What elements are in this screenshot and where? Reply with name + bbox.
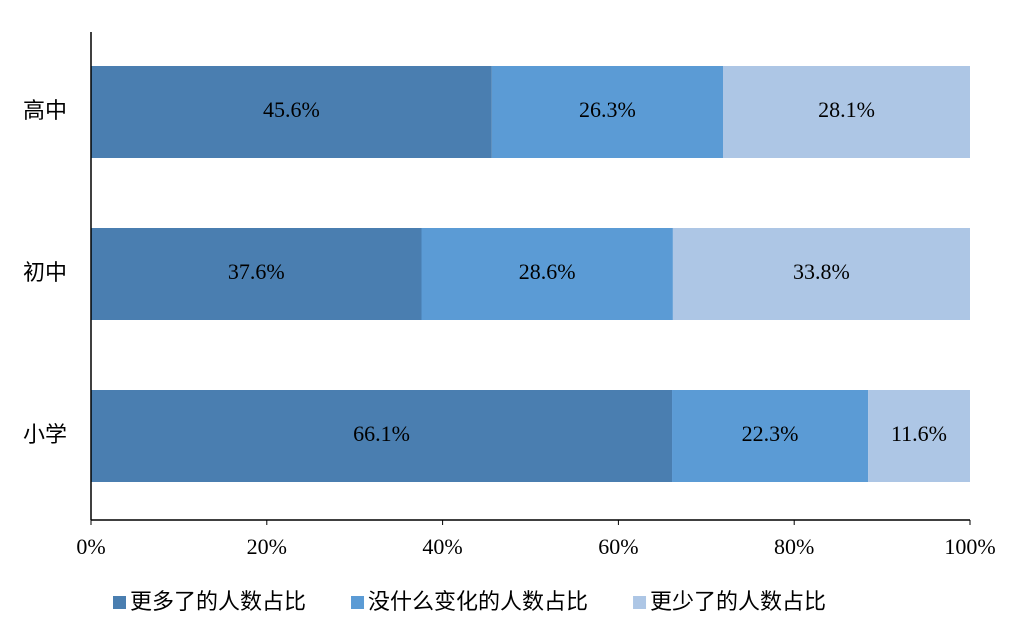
bar-segment	[672, 228, 970, 320]
bar-segment	[868, 390, 970, 482]
legend-swatch	[633, 596, 647, 609]
legend-label: 更多了的人数占比	[130, 590, 306, 615]
x-tick-label: 20%	[247, 534, 287, 559]
bar-segment	[91, 390, 673, 482]
data-label: 11.6%	[891, 421, 947, 446]
bar-segment	[723, 66, 970, 158]
legend-swatch	[113, 596, 126, 609]
x-tick-label: 100%	[944, 534, 995, 559]
x-tick-label: 0%	[76, 534, 105, 559]
legend-swatch	[351, 596, 365, 609]
data-label: 37.6%	[228, 259, 285, 284]
x-tick-label: 60%	[598, 534, 638, 559]
data-label: 26.3%	[579, 97, 636, 122]
data-label: 22.3%	[742, 421, 799, 446]
data-label: 28.6%	[519, 259, 576, 284]
data-label: 66.1%	[353, 421, 410, 446]
legend-label: 更少了的人数占比	[650, 590, 826, 615]
x-tick-label: 40%	[422, 534, 462, 559]
data-label: 33.8%	[793, 259, 850, 284]
bar-segment	[421, 228, 673, 320]
bar-segment	[91, 66, 492, 158]
data-label: 45.6%	[263, 97, 320, 122]
bar-segment	[491, 66, 724, 158]
y-tick-label: 高中	[23, 99, 67, 124]
data-label: 28.1%	[818, 97, 875, 122]
x-tick-label: 80%	[774, 534, 814, 559]
bar-segment	[91, 228, 422, 320]
y-tick-label: 初中	[23, 261, 67, 286]
legend-label: 没什么变化的人数占比	[368, 590, 588, 615]
bar-segment	[672, 390, 869, 482]
y-tick-label: 小学	[23, 423, 67, 448]
